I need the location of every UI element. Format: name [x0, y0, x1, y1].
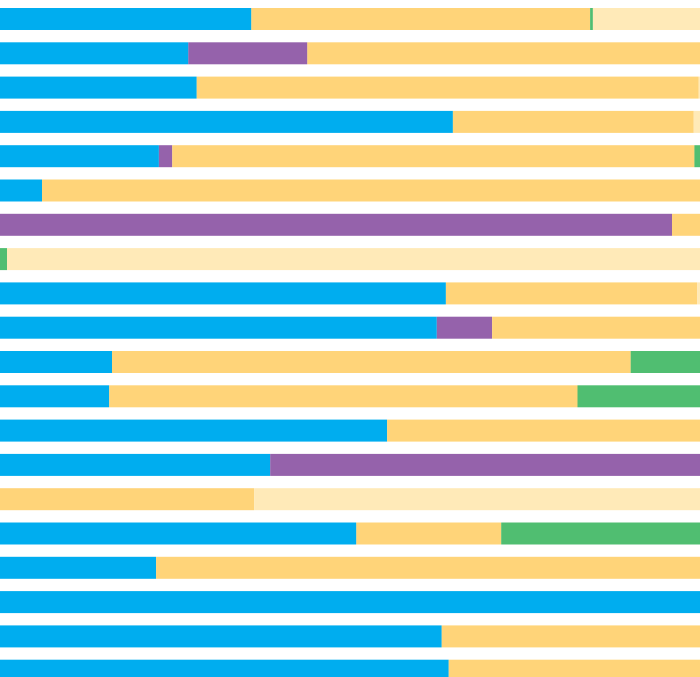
bar-row-19 [0, 625, 700, 648]
bar-row-11 [0, 351, 700, 373]
bar-row-2 [0, 42, 700, 65]
bar-segment-green-11-3 [630, 351, 700, 373]
bar-segment-orange-16-2 [356, 522, 502, 545]
bar-segment-blue-5-1 [0, 145, 159, 168]
bar-segment-blue-9-1 [0, 282, 446, 305]
bar-segment-purple-2-2 [188, 42, 308, 65]
bar-row-8 [0, 248, 700, 271]
bar-segment-blue-20-1 [0, 659, 449, 677]
bar-segment-orange-11-2 [112, 351, 631, 373]
bar-segment-blue-4-1 [0, 110, 453, 133]
bar-segment-orange-12-2 [109, 385, 578, 408]
bar-segment-blue-13-1 [0, 419, 388, 442]
bar-segment-light-9-3 [697, 282, 700, 305]
bar-segment-light-8-2 [7, 248, 700, 271]
bar-segment-blue-11-1 [0, 351, 112, 373]
bar-segment-orange-10-3 [492, 316, 700, 339]
bar-segment-orange-19-2 [441, 625, 700, 648]
bar-segment-blue-16-1 [0, 522, 357, 545]
bar-segment-orange-4-2 [452, 110, 694, 133]
bar-row-12 [0, 385, 700, 408]
bar-segment-green-16-3 [501, 522, 700, 545]
bar-segment-blue-6-1 [0, 179, 42, 202]
bar-segment-blue-18-1 [0, 591, 700, 614]
bar-segment-blue-3-1 [0, 76, 197, 99]
bar-row-5 [0, 145, 700, 168]
bar-segment-orange-1-2 [251, 8, 591, 30]
bar-segment-light-3-3 [698, 76, 700, 99]
bar-segment-blue-1-1 [0, 8, 252, 30]
bar-segment-blue-12-1 [0, 385, 110, 408]
bar-row-15 [0, 488, 700, 511]
bar-row-18 [0, 591, 700, 614]
bar-segment-green-8-1 [0, 248, 7, 271]
bar-segment-light-4-3 [693, 110, 700, 133]
bar-row-10 [0, 316, 700, 339]
bar-row-1 [0, 8, 700, 30]
bar-row-13 [0, 419, 700, 442]
bar-row-20 [0, 659, 700, 677]
bar-segment-orange-9-2 [445, 282, 698, 305]
bar-segment-green-5-4 [694, 145, 700, 168]
bar-row-17 [0, 556, 700, 579]
bar-segment-blue-19-1 [0, 625, 442, 648]
bar-segment-purple-7-1 [0, 213, 672, 236]
bar-row-16 [0, 522, 700, 545]
bar-row-4 [0, 110, 700, 133]
bar-segment-blue-17-1 [0, 556, 157, 579]
bar-segment-light-15-2 [254, 488, 700, 511]
bar-segment-blue-10-1 [0, 316, 437, 339]
bar-segment-blue-2-1 [0, 42, 189, 65]
bar-row-9 [0, 282, 700, 305]
bar-row-14 [0, 453, 700, 476]
bar-segment-light-1-4 [592, 8, 700, 30]
bar-row-6 [0, 179, 700, 202]
bar-segment-orange-2-3 [307, 42, 700, 65]
bar-segment-blue-14-1 [0, 453, 271, 476]
bar-segment-green-1-3 [590, 8, 593, 30]
bar-segment-orange-15-1 [0, 488, 255, 511]
bar-segment-orange-13-2 [387, 419, 700, 442]
bar-segment-orange-7-2 [672, 213, 700, 236]
bar-segment-purple-10-2 [436, 316, 493, 339]
bar-row-3 [0, 76, 700, 99]
bar-segment-orange-5-3 [172, 145, 695, 168]
bar-segment-green-12-3 [577, 385, 700, 408]
bar-row-7 [0, 213, 700, 236]
bar-segment-orange-6-2 [42, 179, 700, 202]
bar-segment-orange-3-2 [196, 76, 699, 99]
bar-segment-purple-14-2 [270, 453, 700, 476]
bar-segment-orange-17-2 [156, 556, 700, 579]
bar-segment-orange-20-2 [448, 659, 700, 677]
bar-segment-purple-5-2 [158, 145, 173, 168]
